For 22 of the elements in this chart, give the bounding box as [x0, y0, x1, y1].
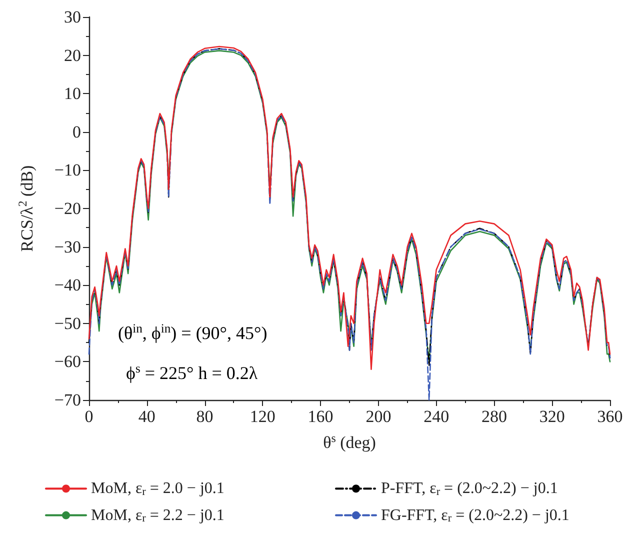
y-axis-title: RCS/λ2 (dB) — [16, 165, 36, 252]
y-tick-label: −50 — [54, 314, 81, 333]
y-tick-label: 20 — [64, 46, 81, 65]
x-tick-label: 120 — [250, 407, 276, 426]
y-tick-label: −60 — [54, 352, 81, 372]
x-tick-label: 360 — [597, 407, 623, 426]
y-tick-label: −70 — [54, 390, 81, 410]
y-tick-label: −30 — [54, 237, 81, 256]
x-tick-label: 160 — [308, 407, 334, 426]
x-tick-label: 320 — [539, 407, 565, 426]
y-tick-label: −40 — [54, 276, 81, 295]
x-tick-label: 240 — [424, 407, 450, 426]
x-tick-label: 280 — [481, 407, 507, 426]
x-tick-label: 200 — [366, 407, 392, 426]
y-tick-label: −10 — [54, 160, 81, 180]
y-tick-label: −20 — [54, 199, 81, 218]
x-tick-label: 40 — [138, 407, 156, 426]
x-tick-label: 0 — [84, 407, 94, 426]
y-tick-label: 10 — [64, 84, 81, 104]
y-tick-label: 30 — [64, 8, 81, 26]
x-tick-label: 80 — [196, 407, 214, 426]
y-tick-label: 0 — [72, 122, 81, 142]
